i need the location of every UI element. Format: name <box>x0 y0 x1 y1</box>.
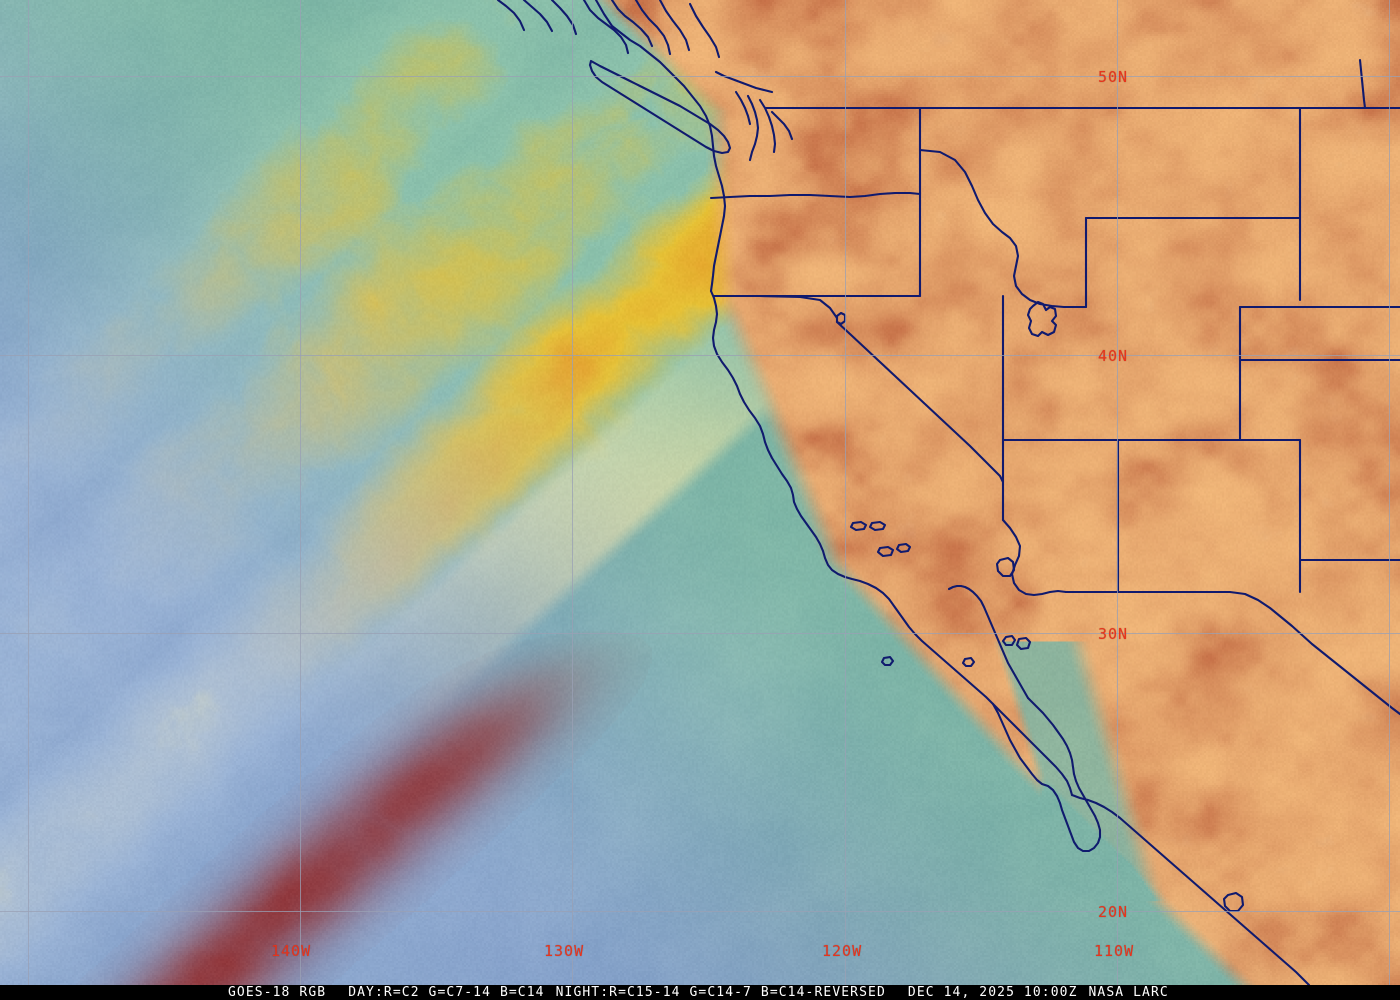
caption-bar: GOES-18 RGB DAY:R=C2 G=C7-14 B=C14 NIGHT:R… <box>0 985 1400 1000</box>
caption-timestamp: DEC 14, 2025 10:00Z <box>907 985 1078 1000</box>
caption-day-recipe: DAY:R=C2 G=C7-14 B=C14 <box>348 985 545 1000</box>
caption-product: GOES-18 RGB <box>228 985 327 1000</box>
caption-source: NASA LARC <box>1088 985 1169 1000</box>
caption-night-recipe: NIGHT:R=C15-14 G=C14-7 B=C14-REVERSED <box>555 985 886 1000</box>
